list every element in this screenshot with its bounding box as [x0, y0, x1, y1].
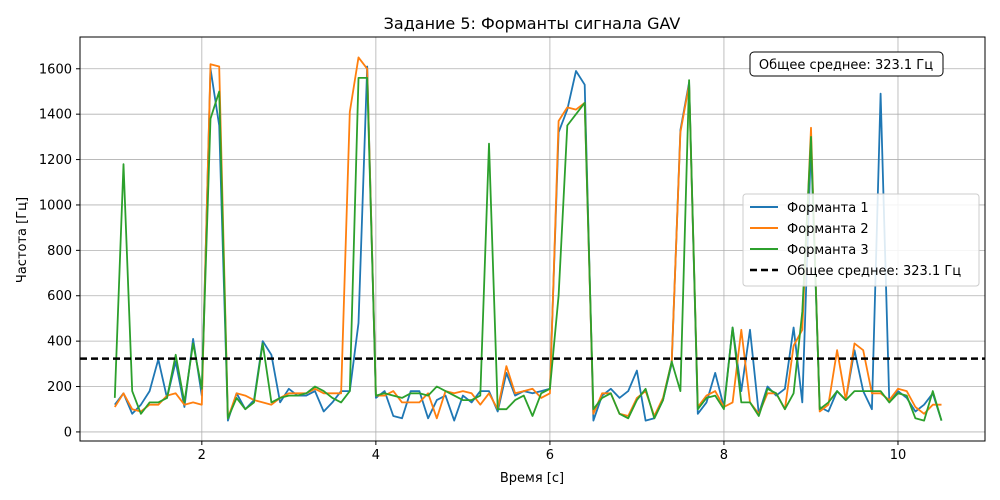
- x-tick-label: 6: [546, 448, 554, 463]
- y-tick-label: 1400: [39, 108, 72, 123]
- y-axis-title: Частота [Гц]: [15, 197, 30, 283]
- y-tick-label: 1600: [39, 62, 72, 77]
- x-tick-label: 8: [720, 448, 728, 463]
- legend-label-mean: Общее среднее: 323.1 Гц: [787, 264, 961, 279]
- legend: Форманта 1 Форманта 2 Форманта 3 Общее с…: [742, 193, 980, 287]
- x-tick-label: 4: [372, 448, 380, 463]
- x-tick-label: 2: [198, 448, 206, 463]
- legend-label-formant-1: Форманта 1: [787, 201, 869, 216]
- y-tick-label: 800: [47, 244, 72, 259]
- mean-annotation-text: Общее среднее: 323.1 Гц: [759, 58, 933, 73]
- axis-ticks: 2 4 6 8 10 0 200 400 600 800 1000 1200 1400 1600: [39, 62, 906, 463]
- legend-label-formant-2: Форманта 2: [787, 222, 869, 237]
- y-tick-label: 200: [47, 380, 72, 395]
- x-axis-title: Время [с]: [500, 471, 564, 486]
- legend-box: [742, 193, 980, 287]
- y-tick-label: 400: [47, 335, 72, 350]
- chart-title: Задание 5: Форманты сигнала GAV: [384, 14, 681, 33]
- x-tick-label: 10: [890, 448, 907, 463]
- y-tick-label: 1000: [39, 198, 72, 213]
- y-tick-label: 1200: [39, 153, 72, 168]
- series-line-formant-1: [114, 65, 943, 422]
- plot-frame: [79, 36, 986, 442]
- y-tick-label: 600: [47, 289, 72, 304]
- legend-label-formant-3: Форманта 3: [787, 243, 869, 258]
- y-tick-label: 0: [64, 425, 72, 440]
- mean-annotation: Общее среднее: 323.1 Гц: [749, 51, 944, 77]
- mean-annotation-box: [749, 51, 944, 77]
